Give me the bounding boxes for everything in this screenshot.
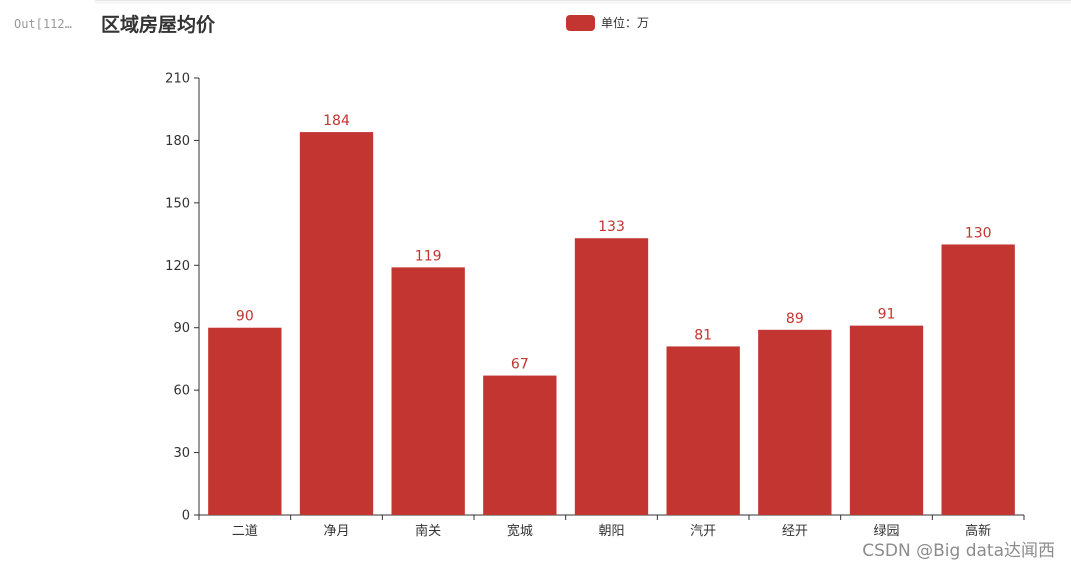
bar bbox=[849, 325, 924, 515]
chart-title: 区域房屋均价 bbox=[101, 14, 216, 36]
x-category-label: 宽城 bbox=[507, 523, 533, 539]
y-tick-label: 180 bbox=[165, 134, 190, 149]
bar bbox=[574, 238, 649, 515]
x-category-label: 经开 bbox=[782, 524, 808, 539]
y-tick-label: 60 bbox=[173, 384, 190, 399]
cell-top-rule bbox=[95, 0, 1071, 4]
bar bbox=[483, 375, 557, 515]
x-category-label: 汽开 bbox=[690, 524, 716, 539]
bar-value-label: 130 bbox=[965, 225, 992, 241]
x-category-label: 绿园 bbox=[873, 524, 899, 539]
bar-value-label: 89 bbox=[786, 311, 804, 327]
bar-value-label: 67 bbox=[511, 357, 529, 373]
bar-value-label: 119 bbox=[415, 248, 442, 264]
x-category-label: 二道 bbox=[232, 524, 258, 539]
bar-value-label: 184 bbox=[323, 113, 350, 129]
y-tick-label: 0 bbox=[182, 509, 190, 524]
output-prompt: Out[112… bbox=[14, 17, 72, 31]
bar bbox=[299, 132, 374, 515]
x-category-label: 高新 bbox=[965, 523, 991, 539]
bar-value-label: 90 bbox=[236, 309, 254, 325]
bar bbox=[391, 267, 465, 515]
chart-legend[interactable]: 单位：万 bbox=[566, 14, 649, 31]
bar-value-label: 81 bbox=[694, 327, 712, 343]
legend-label: 单位：万 bbox=[601, 16, 650, 30]
bar-value-label: 91 bbox=[878, 307, 896, 323]
csdn-watermark: CSDN @Big data达闻西 bbox=[862, 541, 1055, 561]
x-category-label: 南关 bbox=[415, 523, 441, 539]
y-tick-label: 90 bbox=[173, 321, 190, 336]
x-category-label: 朝阳 bbox=[598, 524, 624, 539]
bar bbox=[758, 329, 832, 515]
bar bbox=[941, 244, 1015, 515]
x-category-label: 净月 bbox=[323, 524, 349, 539]
y-tick-label: 120 bbox=[165, 259, 190, 274]
y-tick-label: 150 bbox=[165, 196, 190, 211]
bar bbox=[208, 327, 282, 515]
legend-swatch bbox=[566, 14, 595, 31]
bar bbox=[666, 346, 740, 515]
y-tick-label: 30 bbox=[173, 446, 190, 461]
y-tick-label: 210 bbox=[165, 72, 190, 87]
bar-value-label: 133 bbox=[598, 219, 625, 235]
